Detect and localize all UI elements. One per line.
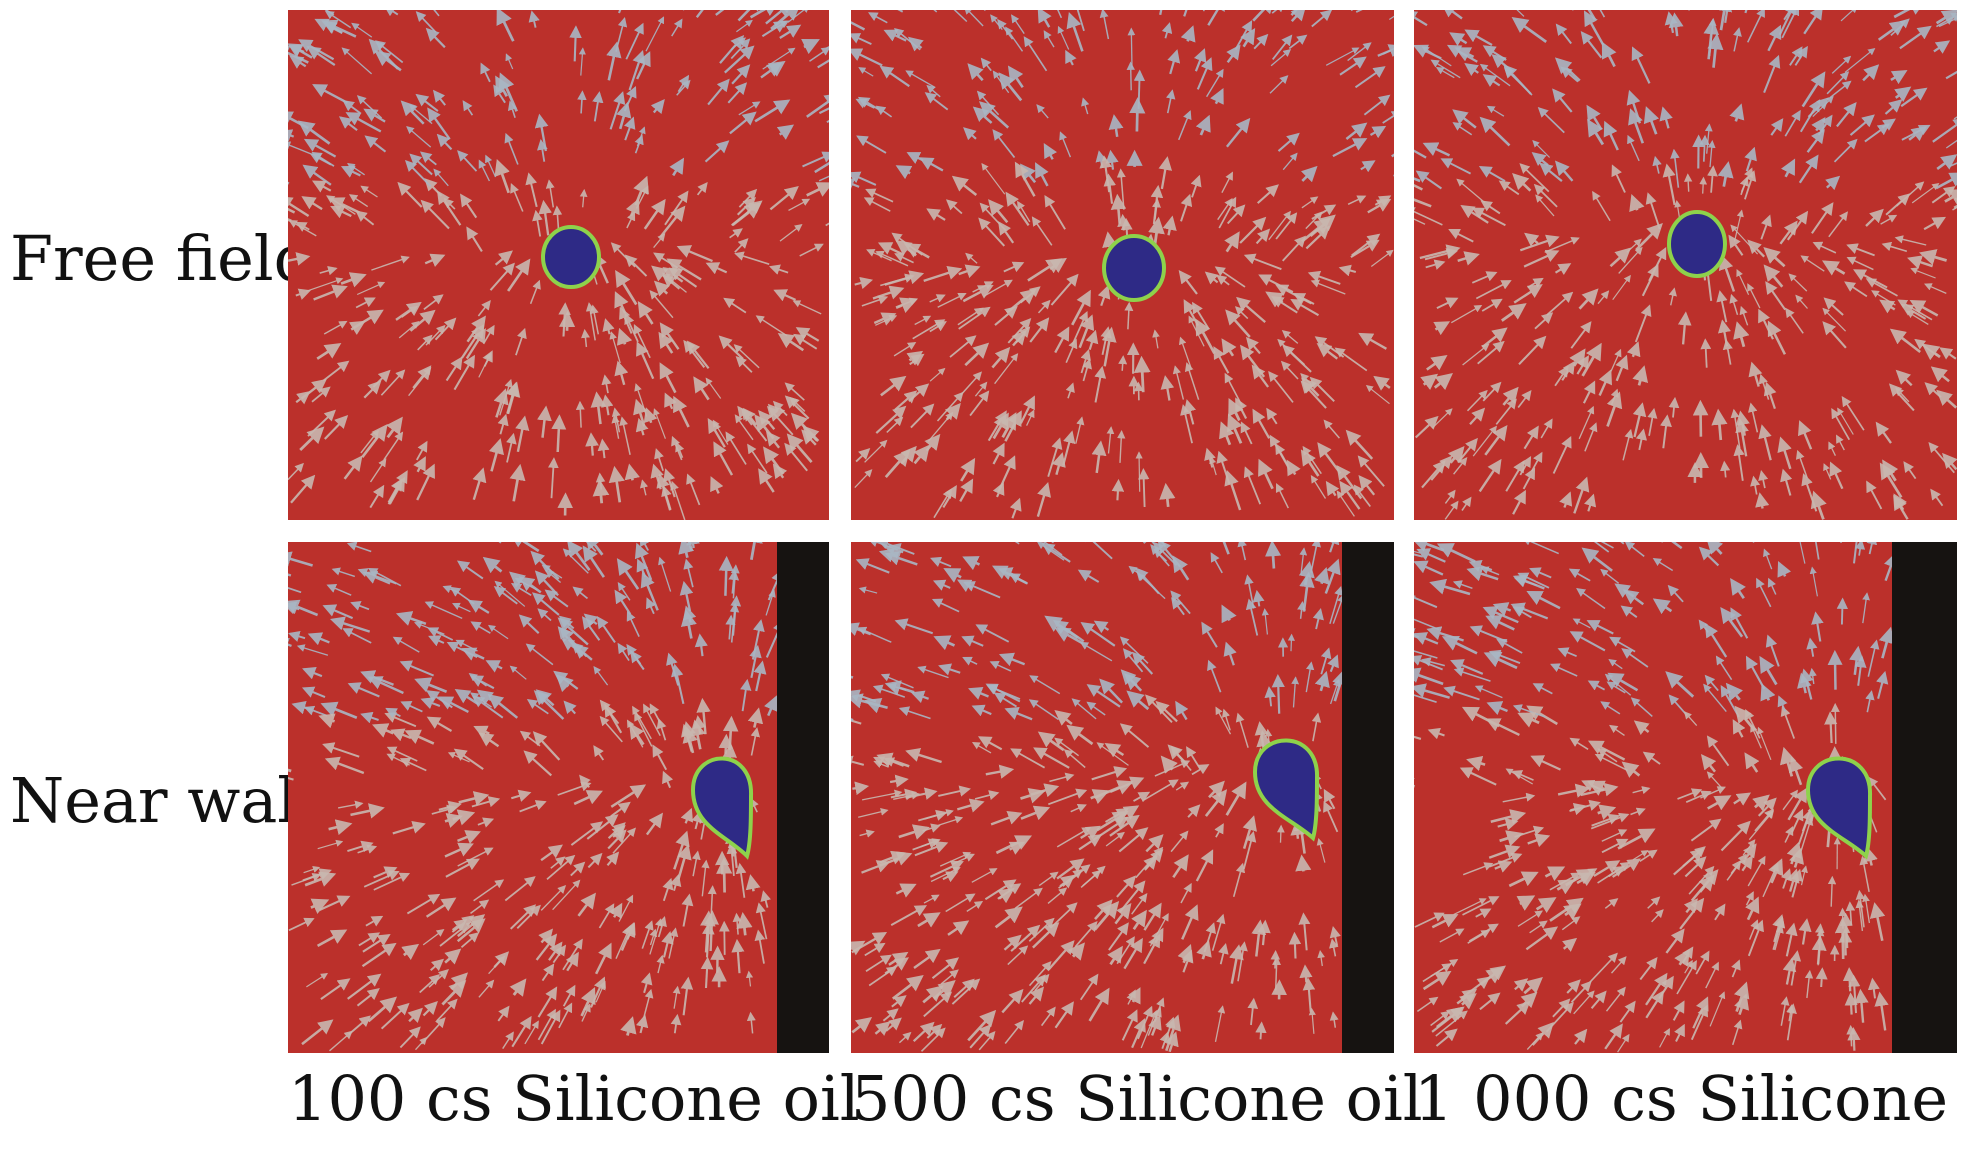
column-label-1000cs: 1 000 cs Silicone oil: [1414, 1062, 1961, 1135]
velocity-field: [288, 10, 829, 520]
bubble: [1666, 210, 1728, 278]
column-label-100cs: 100 cs Silicone oil: [288, 1062, 860, 1135]
solid-wall: [1892, 542, 1957, 1053]
panel-near-wall-1000cs: [1414, 542, 1957, 1053]
velocity-vectors: [288, 10, 829, 520]
solid-wall: [1342, 542, 1394, 1053]
velocity-field: [1414, 542, 1957, 1053]
panel-free-field-500cs: [851, 10, 1394, 520]
velocity-field: [851, 542, 1394, 1053]
panel-near-wall-500cs: [851, 542, 1394, 1053]
solid-wall: [777, 542, 829, 1053]
row-label-free-field: Free field: [10, 222, 314, 295]
velocity-vectors: [1414, 10, 1957, 520]
velocity-vectors: [851, 10, 1394, 519]
column-label-500cs: 500 cs Silicone oil: [851, 1062, 1423, 1135]
bubble: [1805, 756, 1873, 860]
panel-free-field-1000cs: [1414, 10, 1957, 520]
velocity-vectors: [1414, 542, 1898, 1053]
velocity-vectors: [851, 542, 1348, 1053]
bubble: [1252, 738, 1320, 842]
velocity-field: [288, 542, 829, 1053]
panel-free-field-100cs: [288, 10, 829, 520]
bubble: [1101, 234, 1167, 302]
panel-near-wall-100cs: [288, 542, 829, 1053]
fluid-domain: [1414, 542, 1957, 1053]
bubble: [690, 756, 754, 860]
velocity-field: [1414, 10, 1957, 520]
velocity-field: [851, 10, 1394, 520]
row-label-near-wall: Near wall: [10, 764, 317, 837]
bubble: [540, 225, 602, 289]
velocity-vectors: [288, 542, 785, 1052]
